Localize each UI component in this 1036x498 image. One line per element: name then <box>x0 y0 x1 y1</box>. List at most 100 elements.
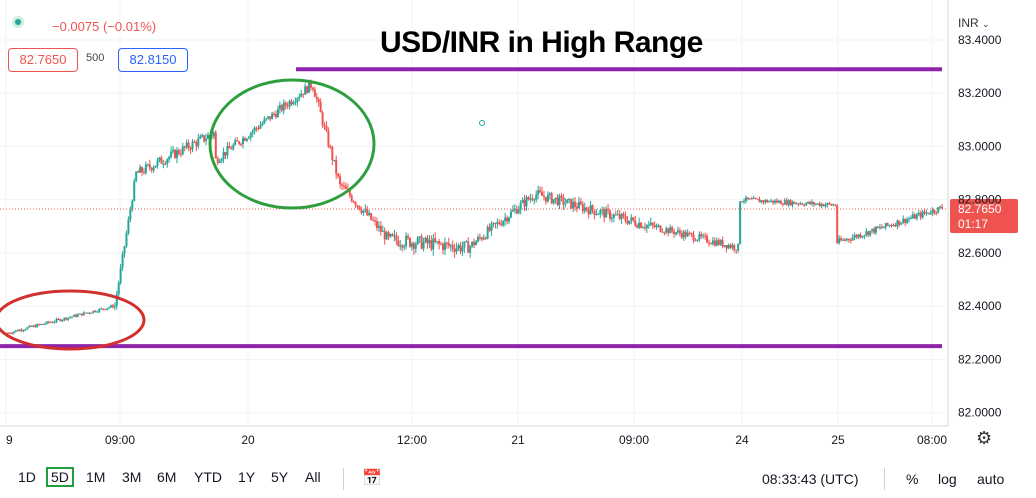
candle-body <box>593 210 596 215</box>
candle-body <box>49 322 52 324</box>
candle-body <box>424 237 427 243</box>
calendar-goto-icon[interactable]: 📅 <box>362 470 382 487</box>
candle-body <box>659 225 662 232</box>
candle-body <box>725 245 728 249</box>
settings-gear-icon[interactable]: ⚙ <box>976 428 993 448</box>
candle-body <box>704 235 707 237</box>
timeframe-6m[interactable]: 6M <box>157 469 177 485</box>
candle-body <box>638 222 641 228</box>
candle-body <box>317 98 320 103</box>
candle-body <box>632 217 635 221</box>
utc-clock[interactable]: 08:33:43 (UTC) <box>762 471 859 487</box>
candle-body <box>675 232 678 235</box>
candle-body <box>457 245 460 248</box>
candle-body <box>73 314 76 317</box>
candle-body <box>785 200 788 205</box>
candle-body <box>521 199 524 203</box>
timeframe-all[interactable]: All <box>305 469 321 485</box>
candle-body <box>828 203 831 205</box>
log-scale-toggle[interactable]: log <box>938 471 957 487</box>
candle-body <box>925 212 928 214</box>
candle-body <box>605 208 608 218</box>
candle-body <box>655 225 658 228</box>
candle-body <box>737 243 740 251</box>
candle-body <box>766 200 769 203</box>
timeframe-ytd[interactable]: YTD <box>194 469 222 485</box>
candle-body <box>608 210 611 219</box>
candle-body <box>113 306 116 308</box>
candle-body <box>329 146 332 148</box>
candle-body <box>67 317 70 320</box>
candle-body <box>234 140 237 145</box>
time-tick-label: 9 <box>6 433 13 447</box>
candle-body <box>230 148 233 150</box>
candle-body <box>577 201 580 209</box>
timeframe-1d[interactable]: 1D <box>18 469 36 485</box>
candle-body <box>527 197 530 200</box>
candle-body <box>904 218 907 223</box>
candle-body <box>294 102 297 104</box>
percent-scale-toggle[interactable]: % <box>906 471 919 487</box>
candle-body <box>496 222 499 224</box>
candle-body <box>216 158 219 163</box>
candle-body <box>733 245 736 250</box>
candle-body <box>843 239 846 241</box>
candle-body <box>284 102 287 106</box>
candle-body <box>393 235 396 237</box>
candle-body <box>360 209 363 213</box>
buy-price-button[interactable]: 82.8150 <box>118 48 188 72</box>
candle-body <box>832 204 835 206</box>
timeframe-1y[interactable]: 1Y <box>238 469 256 485</box>
timeframe-5y[interactable]: 5Y <box>271 469 289 485</box>
candle-body <box>364 209 367 211</box>
currency-selector[interactable]: INR ⌄ <box>958 16 990 30</box>
candle-body <box>791 201 794 206</box>
candle-body <box>560 195 563 198</box>
candle-body <box>135 171 138 182</box>
candle-body <box>137 171 140 173</box>
candle-body <box>107 307 110 309</box>
candle-body <box>214 132 217 159</box>
candle-body <box>754 197 757 199</box>
candle-body <box>630 217 633 221</box>
candle-body <box>610 218 613 220</box>
candle-body <box>574 201 577 207</box>
candle-body <box>508 217 511 222</box>
auto-scale-toggle[interactable]: auto <box>977 471 1005 487</box>
candle-body <box>787 200 790 205</box>
candle-body <box>822 204 825 207</box>
candle-body <box>372 219 375 221</box>
candle-body <box>447 243 450 246</box>
candle-body <box>74 314 77 317</box>
candle-body <box>374 220 377 222</box>
price-tick-label: 82.4000 <box>958 299 1002 313</box>
candle-body <box>727 245 730 249</box>
candle-body <box>607 208 610 211</box>
candle-body <box>581 204 584 212</box>
sell-price-button[interactable]: 82.7650 <box>8 48 78 72</box>
candle-body <box>599 210 602 214</box>
timeframe-3m[interactable]: 3M <box>122 469 142 485</box>
candle-body <box>193 141 196 143</box>
candle-body <box>298 96 301 99</box>
candle-body <box>125 233 128 247</box>
candle-body <box>432 238 435 250</box>
candle-body <box>896 220 899 227</box>
candle-body <box>663 232 666 234</box>
candle-body <box>558 195 561 206</box>
candle-body <box>772 200 775 203</box>
candle-body <box>915 214 918 219</box>
price-tick-label: 82.2000 <box>958 352 1002 366</box>
timeframe-1m[interactable]: 1M <box>86 469 106 485</box>
candle-body <box>104 309 107 311</box>
candle-body <box>764 200 767 203</box>
candle-body <box>465 241 468 243</box>
timeframe-5d[interactable]: 5D <box>46 467 74 487</box>
candle-body <box>715 240 718 246</box>
candle-body <box>909 217 912 219</box>
candle-body <box>181 146 184 155</box>
candle-body <box>614 214 617 216</box>
price-tick-label: 83.0000 <box>958 139 1002 153</box>
time-tick-label: 20 <box>241 433 255 447</box>
